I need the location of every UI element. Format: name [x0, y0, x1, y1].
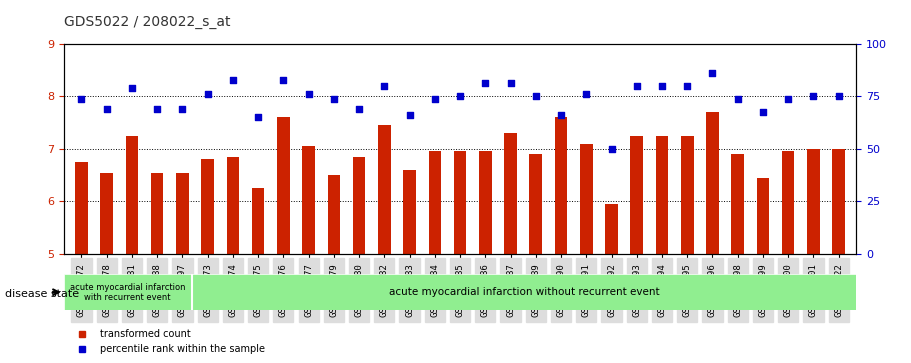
Point [352, 106, 366, 112]
Bar [151, 172, 163, 254]
Bar [201, 159, 214, 254]
Text: acute myocardial infarction
with recurrent event: acute myocardial infarction with recurre… [70, 282, 186, 302]
Bar [605, 204, 618, 254]
Bar [227, 157, 240, 254]
Point [781, 96, 795, 102]
Point [226, 78, 241, 83]
FancyBboxPatch shape [191, 274, 856, 310]
Text: GDS5022 / 208022_s_at: GDS5022 / 208022_s_at [64, 15, 230, 29]
Point [150, 106, 165, 112]
Point [806, 93, 821, 99]
Point [251, 114, 265, 120]
FancyBboxPatch shape [64, 274, 191, 310]
Bar [757, 178, 769, 254]
Point [630, 83, 644, 89]
Point [276, 78, 291, 83]
Bar [782, 151, 794, 254]
Point [832, 93, 846, 99]
Bar [656, 136, 669, 254]
Legend: transformed count, percentile rank within the sample: transformed count, percentile rank withi… [68, 326, 269, 358]
Bar [630, 136, 643, 254]
Bar [681, 136, 693, 254]
Point [377, 83, 392, 89]
Bar [807, 149, 820, 254]
Bar [251, 188, 264, 254]
Point [680, 83, 694, 89]
Point [125, 85, 139, 91]
Point [755, 109, 770, 115]
Bar [529, 154, 542, 254]
Text: disease state: disease state [5, 289, 78, 299]
Bar [302, 146, 315, 254]
Point [478, 80, 493, 86]
Bar [479, 151, 492, 254]
Point [200, 91, 215, 97]
Point [326, 96, 341, 102]
Point [528, 93, 543, 99]
Bar [504, 133, 517, 254]
Bar [353, 157, 365, 254]
Bar [75, 162, 87, 254]
Bar [378, 125, 391, 254]
Bar [454, 151, 466, 254]
Point [503, 80, 517, 86]
Point [427, 96, 442, 102]
Point [604, 146, 619, 152]
Point [579, 91, 594, 97]
Bar [706, 112, 719, 254]
Point [403, 112, 417, 118]
Point [554, 112, 568, 118]
Bar [328, 175, 340, 254]
Point [655, 83, 670, 89]
Bar [176, 172, 189, 254]
Point [302, 91, 316, 97]
Bar [126, 136, 138, 254]
Bar [833, 149, 845, 254]
Bar [277, 117, 290, 254]
Bar [580, 144, 592, 254]
Bar [732, 154, 744, 254]
Point [74, 96, 88, 102]
Point [705, 70, 720, 76]
Point [99, 106, 114, 112]
Bar [555, 117, 568, 254]
Bar [100, 172, 113, 254]
Bar [404, 170, 416, 254]
Point [731, 96, 745, 102]
Point [175, 106, 189, 112]
Text: acute myocardial infarction without recurrent event: acute myocardial infarction without recu… [389, 287, 660, 297]
Point [453, 93, 467, 99]
Bar [428, 151, 441, 254]
